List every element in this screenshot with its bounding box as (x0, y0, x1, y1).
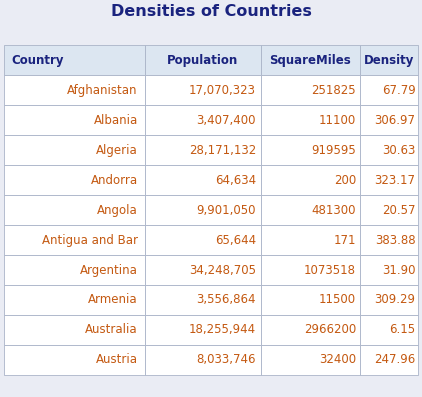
Title: Densities of Countries: Densities of Countries (111, 4, 311, 19)
